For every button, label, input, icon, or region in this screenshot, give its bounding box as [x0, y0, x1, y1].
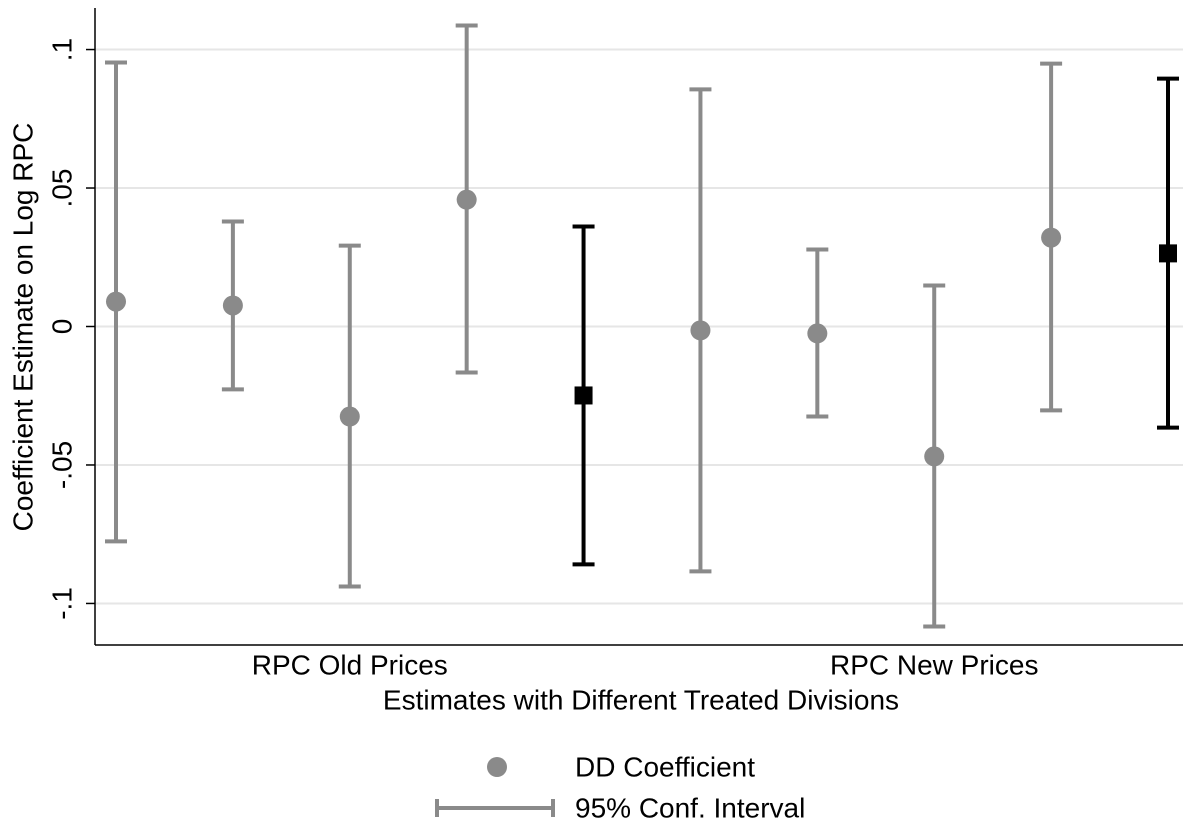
point	[1041, 227, 1062, 248]
point	[339, 406, 360, 427]
legend-marker	[487, 757, 507, 777]
y-tick-label: .1	[46, 38, 77, 61]
y-axis-title: Coefficient Estimate on Log RPC	[7, 123, 38, 532]
y-tick-label: 0	[46, 319, 77, 335]
x-axis-title: Estimates with Different Treated Divisio…	[383, 684, 899, 715]
point	[690, 320, 711, 341]
legend-label: 95% Conf. Interval	[575, 792, 805, 823]
legend-label: DD Coefficient	[575, 751, 755, 782]
y-tick-label: .05	[46, 169, 77, 208]
y-tick-label: -.05	[46, 441, 77, 489]
point	[222, 295, 243, 316]
x-tick-label: RPC New Prices	[830, 649, 1038, 680]
point	[456, 189, 477, 210]
point	[924, 446, 945, 467]
point	[106, 291, 126, 312]
point	[574, 386, 593, 405]
y-tick-label: -.1	[46, 587, 77, 620]
x-tick-label: RPC Old Prices	[252, 649, 448, 680]
point	[807, 323, 828, 344]
point	[1159, 244, 1177, 263]
